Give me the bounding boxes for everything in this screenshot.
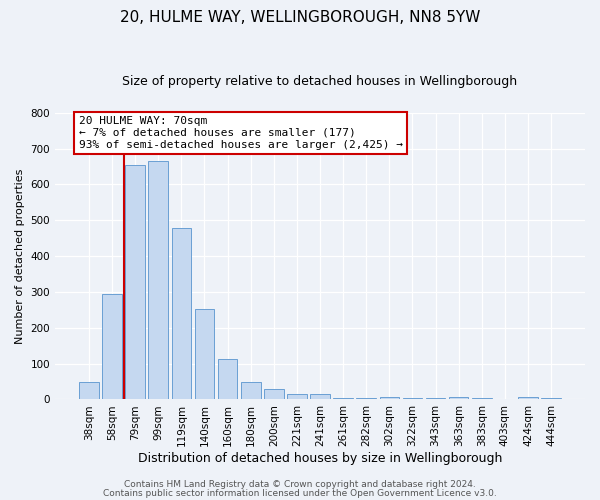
Bar [241,382,260,400]
Text: 20, HULME WAY, WELLINGBOROUGH, NN8 5YW: 20, HULME WAY, WELLINGBOROUGH, NN8 5YW [120,10,480,25]
Bar [310,394,330,400]
Bar [148,161,168,400]
Bar [541,398,561,400]
Text: Contains public sector information licensed under the Open Government Licence v3: Contains public sector information licen… [103,488,497,498]
Bar [194,309,214,400]
Bar [172,228,191,400]
Bar [472,398,491,400]
Bar [125,164,145,400]
Bar [449,396,469,400]
Bar [102,294,122,400]
Bar [380,396,399,400]
Bar [518,396,538,400]
Bar [356,398,376,400]
Bar [287,394,307,400]
Bar [403,398,422,400]
Text: 20 HULME WAY: 70sqm
← 7% of detached houses are smaller (177)
93% of semi-detach: 20 HULME WAY: 70sqm ← 7% of detached hou… [79,116,403,150]
Text: Contains HM Land Registry data © Crown copyright and database right 2024.: Contains HM Land Registry data © Crown c… [124,480,476,489]
Bar [264,390,284,400]
Bar [426,398,445,400]
X-axis label: Distribution of detached houses by size in Wellingborough: Distribution of detached houses by size … [138,452,502,465]
Bar [334,398,353,400]
Title: Size of property relative to detached houses in Wellingborough: Size of property relative to detached ho… [122,75,518,88]
Bar [79,382,99,400]
Bar [218,358,238,400]
Y-axis label: Number of detached properties: Number of detached properties [15,168,25,344]
